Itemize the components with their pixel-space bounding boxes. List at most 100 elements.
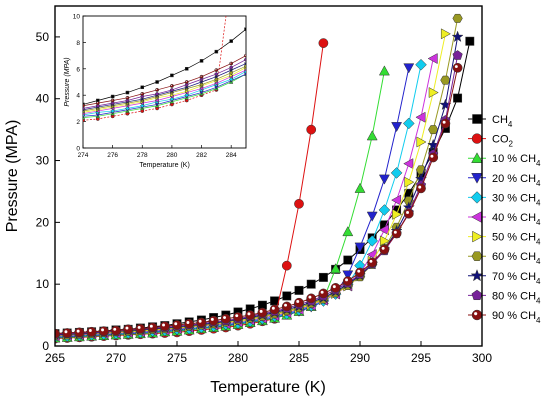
inset-y-tick-label: 10 xyxy=(73,14,81,21)
circle-dot-marker xyxy=(452,62,463,73)
y-tick-label: 50 xyxy=(36,30,50,44)
triangle-left-marker xyxy=(471,211,482,223)
inset-x-axis-label: Temperature (K) xyxy=(139,162,190,169)
inset-series-line xyxy=(83,71,246,116)
legend-label-sub: 4 xyxy=(536,257,541,266)
circle-dot-marker xyxy=(123,324,134,335)
inset-x-tick-label: 276 xyxy=(107,152,118,159)
star-marker xyxy=(139,96,145,102)
inset-series-line xyxy=(83,65,246,112)
circle-dot-marker xyxy=(184,318,195,329)
triangle-right-marker xyxy=(428,87,439,99)
legend-entry: 90 % CH4 xyxy=(468,309,541,325)
circle-dot-marker xyxy=(111,325,121,336)
x-tick-label: 285 xyxy=(289,351,309,365)
hexagon-marker xyxy=(440,75,451,85)
circle-dot-marker xyxy=(220,313,231,324)
circle-dot-marker xyxy=(125,95,130,100)
diamond-marker xyxy=(366,235,379,247)
pentagon-marker xyxy=(452,50,463,60)
square-marker xyxy=(282,291,292,301)
circle-dot-marker xyxy=(233,312,243,322)
legend-label-main: 20 % CH xyxy=(492,173,536,185)
legend-label-sub: 4 xyxy=(536,296,541,305)
triangle-up-marker xyxy=(366,130,378,141)
triangle-right-marker xyxy=(404,176,415,188)
x-tick-label: 265 xyxy=(45,351,65,365)
circle-dot-marker xyxy=(379,244,390,255)
square-marker xyxy=(110,94,115,99)
legend-label: 50 % CH4 xyxy=(492,232,541,247)
triangle-down-marker xyxy=(471,173,483,184)
inset-y-tick-label: 2 xyxy=(76,119,80,126)
legend-label-sub: 4 xyxy=(536,238,541,247)
star-marker xyxy=(184,84,190,90)
series-line xyxy=(55,67,459,335)
diamond-marker xyxy=(402,117,415,130)
circle-dot-marker xyxy=(403,208,414,219)
inset-y-tick-label: 8 xyxy=(76,40,80,47)
legend-label-sub: 2 xyxy=(509,140,514,149)
triangle-right-marker xyxy=(440,28,451,40)
x-tick-label: 290 xyxy=(350,351,370,365)
inset-x-tick-label: 278 xyxy=(137,152,148,159)
circle-dot-marker xyxy=(471,309,483,321)
pentagon-marker xyxy=(169,87,174,92)
circle-dot-marker xyxy=(245,310,256,320)
y-tick-label: 40 xyxy=(36,92,50,106)
inset-series-line xyxy=(83,67,246,113)
circle-dot-marker xyxy=(74,327,85,338)
circle-dot-marker xyxy=(428,152,439,163)
circle-dot-marker xyxy=(208,315,219,326)
hexagon-marker xyxy=(428,125,439,135)
star-marker xyxy=(451,30,464,43)
triangle-down-marker xyxy=(403,63,415,74)
circle-dot-marker xyxy=(440,118,451,129)
legend-label-main: 10 % CH xyxy=(492,153,536,165)
square-marker xyxy=(170,73,174,78)
legend-label-main: 40 % CH xyxy=(492,212,536,224)
diamond-marker xyxy=(169,96,175,102)
legend-label-main: 60 % CH xyxy=(492,251,536,263)
square-marker xyxy=(229,39,233,43)
triangle-right-marker xyxy=(416,136,427,148)
circle-marker xyxy=(294,198,304,209)
triangle-left-marker xyxy=(427,53,438,65)
star-marker xyxy=(198,79,205,85)
legend-label-sub: 4 xyxy=(536,179,541,188)
triangle-up-marker xyxy=(378,65,390,76)
circle-dot-marker xyxy=(391,228,402,239)
inset-x-tick-label: 282 xyxy=(196,152,207,159)
inset-series-line xyxy=(83,63,246,111)
legend-label: CO2 xyxy=(492,134,514,149)
triangle-down-marker xyxy=(354,242,366,253)
y-tick-label: 0 xyxy=(42,339,49,353)
inset-series-line xyxy=(83,69,246,115)
star-marker xyxy=(228,67,234,73)
legend-entry: 70 % CH4 xyxy=(468,268,541,286)
inset-y-tick-label: 0 xyxy=(76,146,80,153)
triangle-down-marker xyxy=(243,72,246,77)
circle-dot-marker xyxy=(318,288,329,299)
triangle-left-marker xyxy=(199,86,204,91)
legend-entry: 10 % CH4 xyxy=(468,152,541,168)
legend-entry: 30 % CH4 xyxy=(468,191,541,207)
triangle-up-marker xyxy=(354,182,366,193)
triangle-down-marker xyxy=(391,122,403,133)
diamond-marker xyxy=(139,103,145,109)
main-plot-frame xyxy=(54,5,483,347)
circle-dot-marker xyxy=(170,84,174,88)
pentagon-marker xyxy=(471,289,483,301)
legend-entry: 20 % CH4 xyxy=(468,173,541,188)
triangle-up-marker xyxy=(342,226,354,237)
circle-dot-marker xyxy=(416,183,426,194)
circle-dot-marker xyxy=(342,276,353,286)
diamond-marker xyxy=(415,58,427,71)
inset-series-line xyxy=(83,28,246,105)
circle-marker xyxy=(281,260,292,271)
legend-label: 40 % CH4 xyxy=(492,212,541,227)
hexagon-marker xyxy=(471,251,483,261)
star-marker xyxy=(470,268,484,282)
